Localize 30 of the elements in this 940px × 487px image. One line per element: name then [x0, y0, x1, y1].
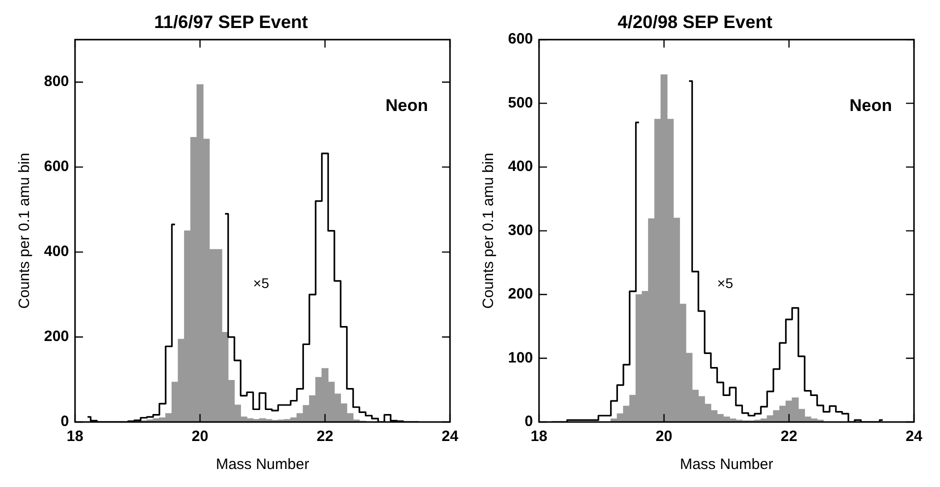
- x-tick-label: 18: [66, 428, 84, 446]
- x-tick-label: 24: [442, 428, 459, 446]
- x-tick-label: 24: [906, 428, 923, 446]
- y-axis-title: Counts per 0.1 amu bin: [16, 152, 34, 309]
- y-tick-label: 100: [508, 349, 534, 366]
- chart-title: 4/20/98 SEP Event: [618, 12, 772, 32]
- y-tick-label: 400: [44, 243, 70, 260]
- x-tick-label: 18: [530, 428, 548, 446]
- x-axis-title: Mass Number: [216, 456, 310, 474]
- annotation: ×5: [717, 275, 734, 292]
- x-axis-title: Mass Number: [680, 456, 774, 474]
- y-tick-label: 600: [44, 158, 70, 176]
- annotation: Neon: [386, 96, 428, 115]
- y-tick-label: 400: [508, 158, 534, 176]
- chart-title: 11/6/97 SEP Event: [154, 12, 308, 32]
- y-tick-label: 200: [508, 286, 534, 303]
- y-tick-label: 200: [44, 328, 70, 346]
- y-tick-label: 600: [508, 30, 534, 48]
- x-tick-label: 22: [316, 428, 334, 446]
- x-tick-label: 20: [192, 428, 208, 446]
- annotation: Neon: [850, 96, 892, 115]
- y-tick-label: 500: [508, 94, 534, 112]
- y-axis-title: Counts per 0.1 amu bin: [480, 152, 498, 309]
- y-tick-label: 300: [508, 222, 534, 239]
- x-tick-label: 20: [656, 428, 672, 446]
- x-tick-label: 22: [780, 428, 798, 446]
- y-tick-label: 0: [60, 413, 70, 430]
- y-tick-label: 0: [524, 413, 534, 430]
- y-tick-label: 800: [44, 73, 70, 90]
- annotation: ×5: [253, 275, 270, 292]
